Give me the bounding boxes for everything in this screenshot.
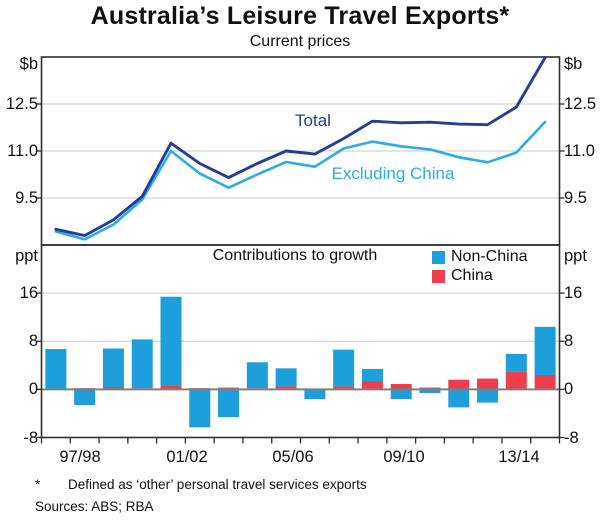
x-axis-label: 09/10 [383, 448, 425, 466]
bar-china [534, 374, 556, 390]
chart-subtitle: Current prices [249, 33, 351, 50]
top-unit-right: $b [564, 55, 583, 73]
bottom-unit-left: ppt [15, 247, 38, 265]
bottom-ytick-label: 0 [564, 380, 574, 399]
bar-china [275, 386, 297, 390]
excluding-china-line [54, 120, 547, 241]
legend-label-china: China [451, 267, 493, 284]
china-swatch-icon [432, 269, 445, 283]
legend-item-china: China [432, 267, 527, 285]
bottom-panel-title: Contributions to growth [212, 247, 378, 264]
top-ytick-label: 9.5 [564, 189, 587, 207]
sources: Sources: ABS; RBA [35, 499, 154, 514]
legend-item-non-china: Non-China [432, 248, 527, 266]
bar-non-china [160, 296, 182, 386]
legend-label-non-china: Non-China [451, 248, 528, 265]
bottom-ytick-label: 8 [28, 332, 38, 351]
x-axis-label: 01/02 [166, 448, 208, 466]
top-unit-left: $b [19, 55, 38, 73]
bottom-ytick-label: -8 [564, 428, 579, 447]
bar-non-china [390, 389, 412, 399]
bar-non-china [45, 349, 67, 389]
bar-non-china [131, 339, 153, 389]
footnote-marker: * [35, 477, 41, 492]
bar-non-china [505, 353, 527, 372]
footnote: * Defined as ‘other’ personal travel serv… [35, 477, 367, 492]
bar-non-china [534, 326, 556, 375]
top-ytick-label: 11.0 [564, 142, 595, 160]
footnote-text: Defined as ‘other’ personal travel servi… [68, 477, 367, 492]
non-china-swatch-icon [432, 250, 445, 264]
x-axis-label: 13/14 [498, 448, 540, 466]
top-ytick-label: 11.0 [7, 142, 38, 160]
bottom-ytick-label: 0 [28, 380, 38, 399]
bar-china [102, 386, 124, 390]
bottom-ytick-label: -8 [23, 428, 38, 447]
bar-non-china [477, 389, 499, 403]
top-ytick-label: 12.5 [564, 95, 597, 113]
legend: Non-China China [432, 248, 527, 286]
bar-non-china [102, 348, 124, 387]
bar-non-china [218, 389, 240, 418]
line-label-excluding-china: Excluding China [331, 164, 455, 183]
top-ytick-label: 12.5 [5, 95, 38, 113]
bar-china [505, 371, 527, 390]
bar-china [361, 380, 383, 390]
bar-non-china [74, 389, 96, 406]
bar-china [477, 378, 499, 390]
bar-china [333, 386, 355, 390]
chart-title: Australia’s Leisure Travel Exports* [90, 2, 510, 30]
bar-non-china [189, 389, 211, 428]
bottom-ytick-label: 8 [564, 332, 574, 351]
bar-non-china [304, 389, 326, 399]
bar-china [448, 379, 470, 390]
line-label-total: Total [295, 111, 331, 130]
bar-non-china [361, 368, 383, 381]
bottom-unit-right: ppt [564, 247, 587, 265]
bar-china [160, 385, 182, 390]
top-ytick-label: 9.5 [15, 189, 38, 207]
bottom-ytick-label: 16 [564, 284, 583, 303]
bar-china [390, 383, 412, 390]
total-line [54, 56, 547, 238]
bar-non-china [333, 349, 355, 387]
bar-non-china [448, 389, 470, 408]
bar-non-china [275, 368, 297, 387]
x-axis-label: 05/06 [272, 448, 314, 466]
bottom-ytick-label: 16 [19, 284, 38, 303]
bar-non-china [419, 389, 441, 393]
x-axis-label: 97/98 [59, 448, 101, 466]
bar-non-china [246, 362, 268, 389]
